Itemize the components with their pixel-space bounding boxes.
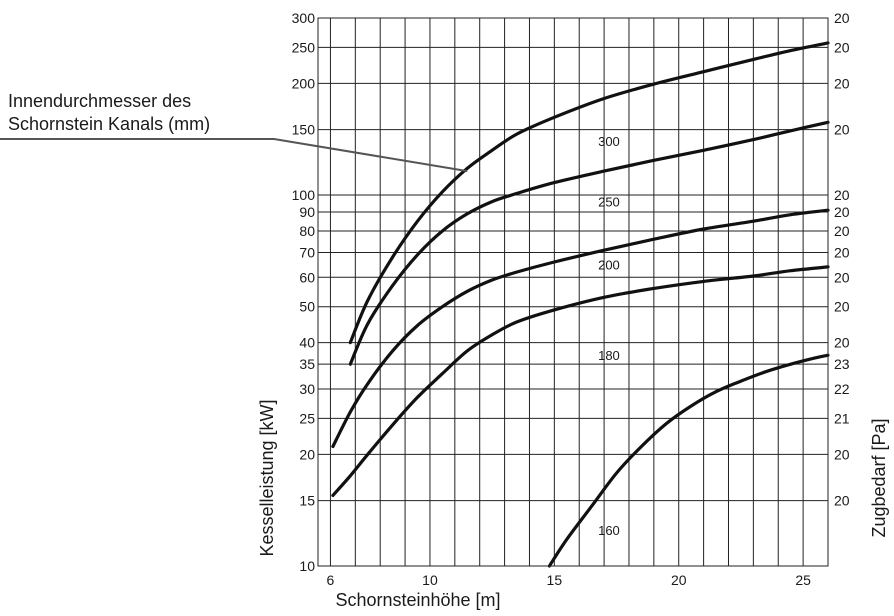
curve-180 [331,265,830,497]
y2-tick-label: 20 [834,204,850,220]
x-tick-label: 25 [795,572,811,588]
y-tick-label: 100 [292,187,316,203]
y2-tick-label: 23 [834,356,850,372]
y-tick-label: 30 [299,381,315,397]
y-tick-label: 10 [299,558,315,574]
curve-160 [547,353,830,568]
annotation-line-1: Innendurchmesser des [8,91,191,111]
annotation-leader-line [0,138,468,173]
y2-tick-label: 20 [834,244,850,260]
annotation-line-2: Schornstein Kanals (mm) [8,114,210,134]
y2-tick-label: 21 [834,410,850,426]
annotation: Innendurchmesser des Schornstein Kanals … [0,91,468,173]
y2-tick-label: 20 [834,75,850,91]
curve-250 [348,120,830,366]
curve-label-180: 180 [598,348,620,363]
y2-tick-label: 22 [834,381,850,397]
curve-label-160: 160 [598,523,620,538]
y2-tick-label: 20 [834,335,850,351]
y-tick-label: 35 [299,356,315,372]
x-tick-label: 20 [671,572,687,588]
curves [331,41,830,568]
curve-labels: 300 250 200 180 160 [598,134,620,538]
y2-axis-title: Zugbedarf [Pa] [869,418,889,537]
y-axis-title: Kesselleistung [kW] [257,399,277,556]
y2-tick-label: 20 [834,269,850,285]
x-tick-label: 10 [422,572,438,588]
y2-tick-label: 20 [834,493,850,509]
y-tick-label: 50 [299,299,315,315]
curve-200 [331,208,830,449]
grid [318,17,829,567]
curve-label-300: 300 [598,134,620,149]
y2-tick-label: 20 [834,10,850,26]
x-tick-labels: 6 10 15 20 25 [327,572,812,588]
y-tick-label: 25 [299,410,315,426]
y-tick-label: 250 [292,39,316,55]
y-tick-label: 20 [299,446,315,462]
x-tick-label: 15 [547,572,563,588]
y-tick-label: 60 [299,269,315,285]
curve-300 [348,41,830,345]
y-tick-label: 150 [292,122,316,138]
y-tick-label: 70 [299,244,315,260]
y2-tick-label: 20 [834,299,850,315]
curve-label-250: 250 [598,195,620,210]
y-tick-label: 40 [299,335,315,351]
y-tick-label: 200 [292,75,316,91]
x-axis-title: Schornsteinhöhe [m] [335,590,500,610]
y2-tick-label: 20 [834,187,850,203]
y2-tick-label: 20 [834,446,850,462]
y2-tick-label: 20 [834,122,850,138]
x-tick-label: 6 [327,572,335,588]
y-tick-label: 90 [299,204,315,220]
y-tick-label: 300 [292,10,316,26]
y2-tick-label: 20 [834,39,850,55]
plot-frame [317,17,829,567]
y-tick-label: 15 [299,493,315,509]
y-tick-label: 80 [299,223,315,239]
curve-label-200: 200 [598,257,620,272]
y2-tick-label: 20 [834,223,850,239]
